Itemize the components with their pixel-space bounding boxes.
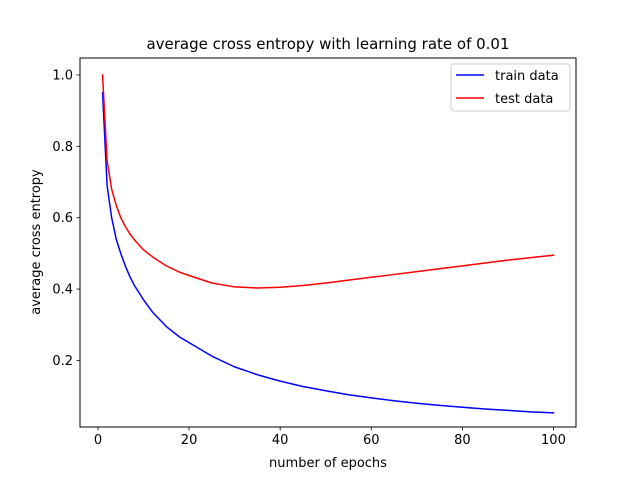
series-line-test-data (101, 74, 555, 289)
y-axis-ticks: 0.2 0.4 0.6 0.8 1.0 (52, 68, 80, 369)
series-line-train-data (101, 92, 555, 414)
plot-lines (101, 74, 555, 414)
x-axis-label: number of epochs (269, 456, 387, 471)
plot-area-frame (79, 57, 577, 428)
legend-label-test-data: test data (495, 92, 553, 107)
y-tick-label: 0.2 (52, 354, 73, 369)
x-tick-label: 60 (363, 433, 380, 448)
y-tick-label: 0.8 (52, 140, 73, 155)
y-tick-label: 1.0 (52, 68, 73, 83)
x-tick-label: 0 (94, 433, 102, 448)
x-tick-label: 40 (272, 433, 289, 448)
x-tick-label: 80 (454, 433, 471, 448)
x-tick-label: 20 (181, 433, 198, 448)
chart-title: average cross entropy with learning rate… (146, 35, 509, 53)
x-axis-ticks: 0 20 40 60 80 100 (94, 427, 566, 448)
legend: train data test data (450, 63, 571, 112)
y-tick-label: 0.4 (52, 283, 73, 298)
x-tick-label: 100 (541, 433, 566, 448)
y-axis-label: average cross entropy (29, 169, 44, 315)
legend-label-train-data: train data (495, 69, 559, 84)
y-tick-label: 0.6 (52, 211, 73, 226)
